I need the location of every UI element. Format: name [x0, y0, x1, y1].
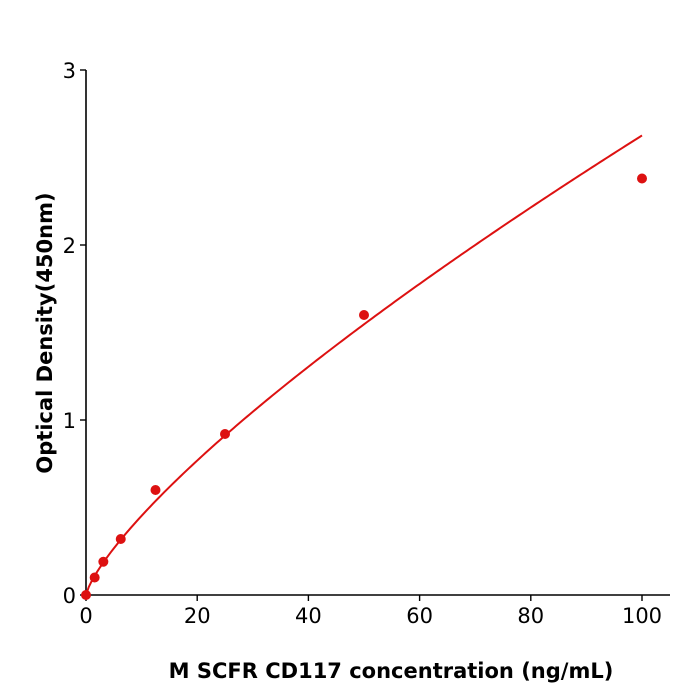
x-tick-label: 100 — [622, 604, 662, 628]
axes — [85, 70, 670, 596]
x-tick-label: 20 — [184, 604, 211, 628]
data-point — [359, 310, 369, 320]
data-point — [115, 534, 126, 544]
data-point — [81, 590, 91, 600]
data-point — [89, 572, 100, 583]
fit-curve-layer — [85, 134, 643, 596]
x-tick-label: 60 — [406, 604, 433, 628]
y-tick-label: 0 — [63, 584, 76, 608]
fit-curve — [85, 134, 643, 596]
x-tick-label: 40 — [295, 604, 322, 628]
tick-labels: 0 20 40 60 80 100 0 1 2 3 — [63, 59, 662, 628]
data-point — [220, 429, 230, 439]
x-tick-label: 0 — [79, 604, 92, 628]
data-point — [150, 485, 161, 495]
x-tick-label: 80 — [517, 604, 544, 628]
y-tick-label: 1 — [63, 409, 76, 433]
y-tick-label: 3 — [63, 59, 76, 83]
data-point — [98, 556, 109, 567]
y-tick-label: 2 — [63, 234, 76, 258]
x-axis-title: M SCFR CD117 concentration (ng/mL) — [169, 659, 614, 683]
y-axis-title: Optical Density(450nm) — [33, 192, 57, 473]
data-points — [81, 173, 647, 600]
tick-marks — [80, 69, 643, 601]
data-point — [637, 173, 647, 184]
